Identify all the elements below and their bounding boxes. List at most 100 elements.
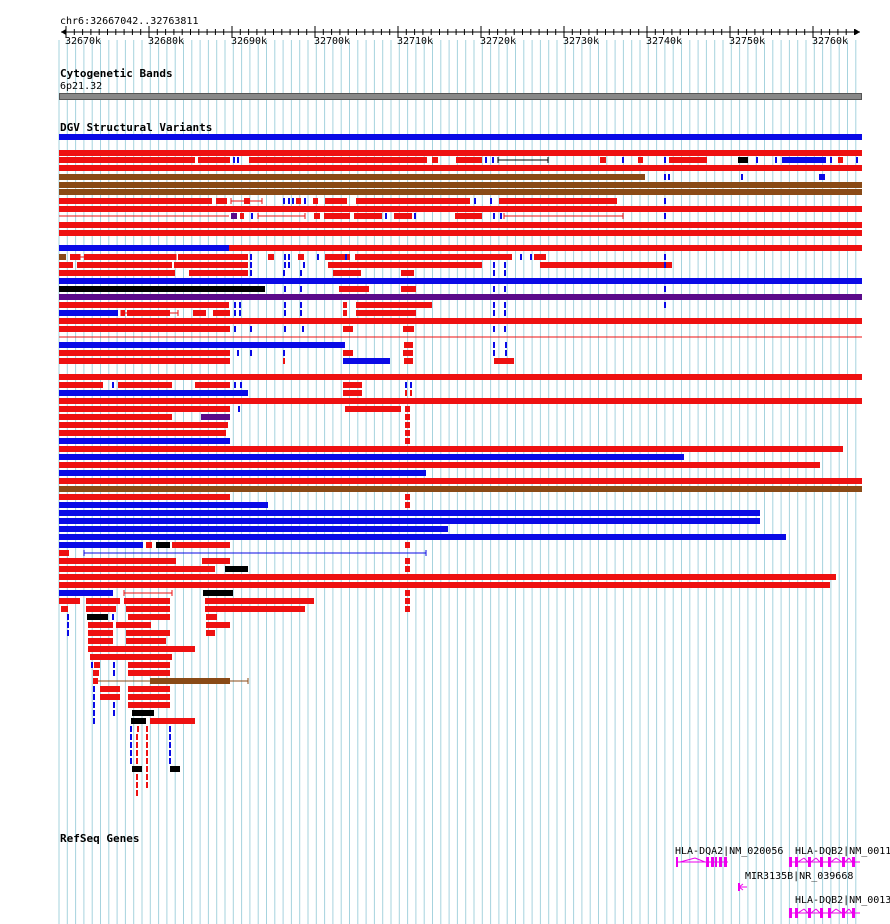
ruler-tick-label: 32700k [314, 36, 350, 47]
gene-intron [830, 857, 837, 863]
sv-feature [830, 157, 832, 163]
sv-feature [355, 254, 512, 260]
dgv-features[interactable] [0, 0, 890, 830]
sv-feature [283, 270, 285, 276]
sv-feature [343, 326, 353, 332]
gene-exon [789, 857, 792, 867]
sv-feature [493, 302, 495, 308]
gene-intron [679, 857, 696, 863]
sv-feature [432, 157, 438, 163]
gene-intron [835, 857, 843, 863]
sv-feature [493, 350, 495, 356]
sv-feature [169, 758, 171, 764]
sv-feature [356, 302, 432, 308]
sv-feature [343, 350, 353, 356]
ruler[interactable]: 32670k 32680k 32690k 32700k 32710k 32720k 3273… [0, 24, 890, 48]
sv-feature [86, 606, 116, 612]
sv-feature [284, 326, 286, 332]
cytoband-bar[interactable] [59, 93, 862, 100]
sv-feature [333, 270, 361, 276]
sv-feature [130, 726, 132, 732]
sv-feature [490, 198, 492, 204]
sv-feature [284, 286, 286, 292]
gene-exon [719, 857, 722, 867]
sv-feature [59, 254, 66, 260]
sv-feature [345, 254, 347, 260]
sv-feature [59, 598, 80, 604]
sv-feature [492, 157, 494, 163]
sv-feature [93, 694, 95, 700]
sv-feature [59, 430, 226, 436]
gene-exon [706, 857, 709, 867]
sv-feature [314, 213, 320, 219]
sv-feature [403, 326, 414, 332]
sv-feature [126, 606, 170, 612]
sv-feature [124, 598, 170, 604]
gene-exon [842, 857, 845, 867]
dgv-track-title: DGV Structural Variants [60, 121, 213, 134]
gene-exon [852, 908, 855, 918]
sv-feature [234, 326, 236, 332]
sv-feature [59, 278, 862, 284]
sv-feature [638, 157, 643, 163]
sv-feature [61, 606, 68, 612]
sv-feature [356, 310, 416, 316]
sv-feature [113, 662, 115, 668]
sv-feature [249, 157, 427, 163]
sv-feature [93, 718, 95, 724]
sv-feature [664, 174, 666, 180]
gene-intron [738, 886, 744, 891]
sv-feature [756, 157, 758, 163]
gene-label-mir3135b[interactable]: MIR3135B|NR_039668 [745, 871, 854, 882]
refseq-track-title: RefSeq Genes [60, 832, 140, 845]
sv-feature [59, 534, 786, 540]
sv-feature [59, 286, 265, 292]
sv-feature [288, 198, 290, 204]
sv-feature [128, 662, 170, 668]
gene-intron [797, 908, 805, 914]
sv-feature [225, 566, 248, 572]
sv-feature [172, 542, 230, 548]
sv-feature [530, 254, 532, 260]
sv-feature [233, 157, 235, 163]
sv-feature [59, 486, 862, 492]
gene-intron [803, 908, 809, 914]
sv-feature [343, 358, 390, 364]
sv-feature [775, 157, 777, 163]
sv-feature [250, 270, 252, 276]
sv-feature [356, 198, 470, 204]
sv-feature [304, 198, 306, 204]
sv-feature [112, 614, 114, 620]
gene-intron [738, 883, 744, 888]
sv-feature [59, 134, 862, 140]
sv-feature [405, 494, 410, 500]
ruler-tick-label: 32730k [563, 36, 599, 47]
sv-feature [170, 766, 180, 772]
gene-exon [795, 908, 798, 918]
gene-exon [820, 908, 823, 918]
sv-feature [136, 790, 138, 796]
sv-feature [201, 414, 230, 420]
sv-feature [59, 566, 215, 572]
sv-feature [268, 254, 274, 260]
sv-feature [67, 622, 69, 628]
sv-feature [520, 254, 522, 260]
gene-exon [828, 857, 831, 867]
sv-feature [59, 165, 862, 171]
sv-feature [113, 710, 115, 716]
sv-feature [494, 358, 514, 364]
gene-label-hla-dqa2[interactable]: HLA-DQA2|NM_020056 [675, 846, 784, 857]
sv-feature [622, 157, 624, 163]
gene-label-hla-dqb2-2[interactable]: HLA-DQB2|NM_0013 [795, 895, 890, 906]
sv-feature [100, 694, 120, 700]
sv-feature [493, 310, 495, 316]
sv-feature [298, 254, 304, 260]
gene-label-hla-dqb2-1[interactable]: HLA-DQB2|NM_0011 [795, 846, 890, 857]
sv-feature [343, 382, 362, 388]
sv-feature [59, 518, 760, 524]
gene-exon [820, 857, 823, 867]
sv-feature [405, 438, 410, 444]
sv-feature [385, 213, 387, 219]
